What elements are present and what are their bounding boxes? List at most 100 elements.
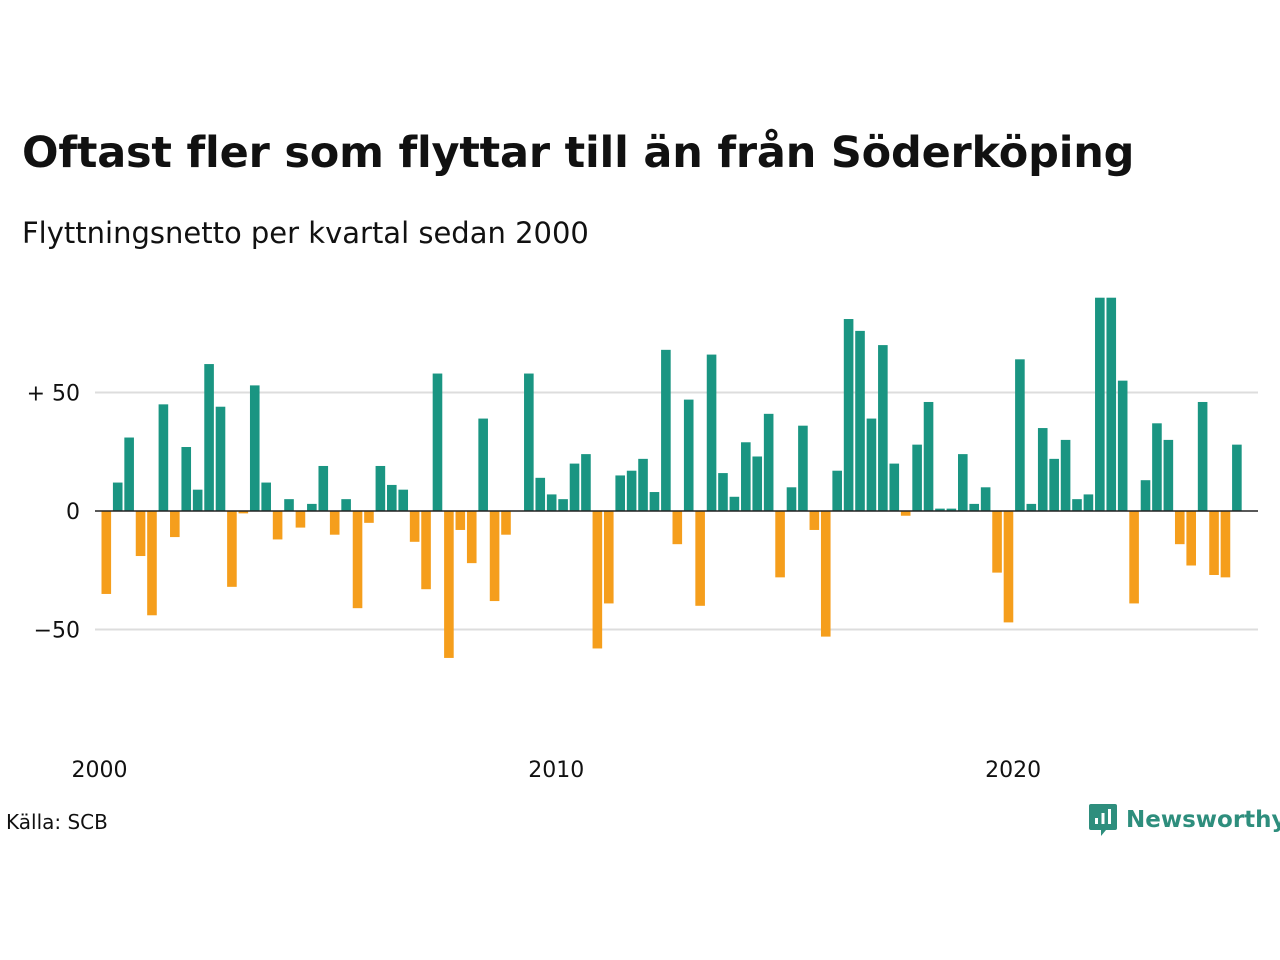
bar-2012-k4 (683, 399, 694, 511)
bar-2023-k1 (1152, 423, 1162, 511)
chart-title: Oftast fler som flyttar till än från Söd… (22, 128, 1135, 178)
bar-2020-k4 (1049, 458, 1059, 511)
bar-2012-k3 (672, 511, 683, 545)
bar-2017-k4 (912, 444, 922, 511)
bar-2014-k2 (752, 456, 763, 511)
bar-2011-k2 (615, 475, 625, 511)
bar-2022-k3 (1129, 511, 1139, 604)
bar-2019-k1 (969, 503, 980, 511)
y-tick-label: + 50 (27, 382, 80, 407)
bar-2014-k4 (775, 511, 785, 578)
bar-2006-k4 (409, 511, 420, 542)
newsworthy-logo-icon (1089, 804, 1117, 836)
bar-2015-k4 (820, 511, 831, 637)
bar-2014-k3 (763, 413, 774, 511)
bar-2019-k3 (992, 511, 1002, 573)
bar-2008-k2 (478, 418, 488, 511)
bar-2023-k3 (1174, 511, 1185, 545)
bar-2017-k2 (889, 463, 900, 511)
bar-2011-k3 (626, 470, 637, 511)
bar-2003-k3 (261, 482, 271, 511)
bar-2003-k1 (238, 511, 249, 514)
bar-2016-k2 (843, 319, 854, 511)
bar-2010-k1 (558, 499, 568, 511)
bar-2000-k1 (101, 511, 112, 594)
bar-2002-k3 (215, 406, 226, 511)
bar-2008-k1 (466, 511, 477, 564)
bar-2018-k1 (923, 401, 934, 511)
chart-subtitle: Flyttningsnetto per kvartal sedan 2000 (22, 216, 589, 250)
bar-2022-k2 (1117, 380, 1128, 511)
bar-2005-k2 (341, 499, 351, 511)
bar-2008-k4 (501, 511, 511, 535)
y-tick-label: 0 (66, 500, 80, 525)
bar-2018-k3 (946, 508, 957, 511)
bar-2004-k1 (284, 499, 294, 511)
bar-2012-k1 (649, 492, 660, 511)
bar-2017-k1 (878, 345, 888, 511)
bar-2018-k4 (958, 454, 968, 511)
x-tick-label: 2020 (985, 758, 1041, 783)
bar-2024-k3 (1220, 511, 1231, 578)
bar-2004-k2 (295, 511, 306, 528)
bar-2001-k4 (181, 447, 192, 511)
bar-2020-k3 (1037, 428, 1048, 511)
y-axis-ticks: + 50 0 −50 (27, 382, 80, 644)
bar-2001-k2 (158, 404, 169, 511)
brand-logo: Newsworthy (1088, 802, 1280, 838)
bar-2001-k1 (147, 511, 157, 616)
bar-2005-k1 (329, 511, 340, 535)
bar-2006-k3 (398, 489, 409, 511)
bar-2007-k3 (444, 511, 454, 658)
bar-2023-k4 (1186, 511, 1196, 566)
bar-2002-k4 (227, 511, 237, 587)
bar-2013-k1 (695, 511, 705, 606)
bar-2013-k4 (729, 496, 740, 511)
bar-2016-k4 (866, 418, 877, 511)
x-axis-ticks: 2000 2010 2020 (72, 758, 1042, 783)
bar-2000-k3 (124, 437, 134, 511)
bar-2007-k4 (455, 511, 466, 530)
bar-2016-k1 (832, 470, 842, 511)
bar-2014-k1 (741, 442, 751, 511)
bar-2015-k3 (809, 511, 820, 530)
bar-2020-k1 (1015, 359, 1025, 511)
bar-2024-k2 (1209, 511, 1219, 575)
bar-2009-k3 (535, 477, 546, 511)
bar-2003-k2 (249, 385, 260, 511)
bar-2009-k2 (524, 373, 534, 511)
bar-2006-k1 (375, 465, 386, 511)
bar-2003-k4 (272, 511, 283, 540)
bar-2013-k2 (706, 354, 717, 511)
bar-2002-k2 (204, 364, 214, 511)
y-tick-label: −50 (34, 619, 80, 644)
bar-2002-k1 (192, 489, 203, 511)
bar-2015-k1 (786, 487, 797, 511)
bar-2022-k4 (1140, 480, 1151, 511)
bar-2004-k4 (318, 465, 329, 511)
bar-2020-k2 (1026, 503, 1037, 511)
bar-2007-k1 (421, 511, 431, 590)
bar-2012-k2 (661, 349, 671, 511)
bar-2010-k2 (569, 463, 580, 511)
bar-2005-k4 (364, 511, 374, 523)
bars (101, 297, 1242, 658)
bar-2006-k2 (387, 484, 397, 511)
bar-2019-k4 (1003, 511, 1014, 623)
bar-2004-k3 (307, 503, 317, 511)
bar-2008-k3 (489, 511, 500, 602)
bar-2021-k1 (1060, 439, 1071, 511)
bar-2010-k3 (581, 454, 591, 511)
bar-2007-k2 (432, 373, 443, 511)
grid-lines (95, 391, 1258, 631)
bar-2021-k3 (1083, 494, 1094, 511)
bar-2000-k2 (112, 482, 123, 511)
bar-2000-k4 (135, 511, 146, 557)
x-tick-label: 2000 (72, 758, 128, 783)
source-note: Källa: SCB (6, 810, 108, 834)
bar-2024-k4 (1232, 444, 1242, 511)
bar-2023-k2 (1163, 439, 1174, 511)
bar-2009-k4 (546, 494, 557, 511)
brand-name: Newsworthy (1126, 807, 1280, 833)
bar-2011-k4 (638, 458, 648, 511)
